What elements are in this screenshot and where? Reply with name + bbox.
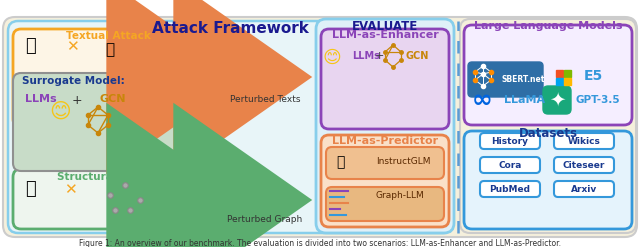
Text: GCN: GCN	[100, 94, 127, 104]
Text: Large Language Models: Large Language Models	[474, 21, 622, 31]
Text: Surrogate Model:: Surrogate Model:	[22, 76, 125, 86]
FancyBboxPatch shape	[554, 157, 614, 173]
Text: EVALUATE: EVALUATE	[352, 20, 418, 33]
FancyBboxPatch shape	[464, 25, 632, 125]
Text: LLaMA: LLaMA	[504, 95, 545, 105]
FancyBboxPatch shape	[13, 29, 203, 127]
FancyBboxPatch shape	[3, 17, 637, 237]
FancyBboxPatch shape	[13, 169, 203, 229]
Text: 🕵: 🕵	[24, 37, 35, 55]
FancyBboxPatch shape	[554, 181, 614, 197]
FancyBboxPatch shape	[460, 19, 636, 233]
Text: +: +	[72, 94, 83, 107]
FancyBboxPatch shape	[480, 133, 540, 149]
Text: Citeseer: Citeseer	[563, 161, 605, 169]
Text: InstructGLM: InstructGLM	[376, 157, 431, 165]
Text: ∞: ∞	[472, 88, 493, 112]
Text: Structural Attack: Structural Attack	[57, 172, 159, 182]
FancyBboxPatch shape	[13, 73, 203, 171]
Text: 📄: 📄	[106, 42, 115, 57]
Text: LLM-as-Enhancer: LLM-as-Enhancer	[332, 30, 438, 40]
Text: Arxiv: Arxiv	[571, 185, 597, 193]
FancyBboxPatch shape	[480, 157, 540, 173]
Text: Perturbed Graph: Perturbed Graph	[227, 215, 303, 224]
Bar	[564, 70, 571, 77]
Text: LLMs: LLMs	[25, 94, 56, 104]
Text: ✦: ✦	[549, 90, 565, 109]
Text: Datasets: Datasets	[518, 127, 577, 140]
Text: Graph-LLM: Graph-LLM	[376, 191, 425, 201]
Text: GPT-3.5: GPT-3.5	[575, 95, 620, 105]
FancyBboxPatch shape	[464, 131, 632, 229]
Text: Perturbed Texts: Perturbed Texts	[230, 95, 300, 104]
Text: PubMed: PubMed	[490, 185, 531, 193]
Text: LLMs: LLMs	[352, 51, 380, 61]
Text: Textual Attack: Textual Attack	[65, 31, 150, 41]
Text: SBERT.net: SBERT.net	[502, 75, 545, 83]
Bar	[556, 70, 563, 77]
FancyBboxPatch shape	[326, 147, 444, 179]
Text: GCN: GCN	[405, 51, 428, 61]
Bar	[564, 78, 571, 85]
Text: Figure 1: An overview of our benchmark. The evaluation is divided into two scena: Figure 1: An overview of our benchmark. …	[79, 239, 561, 247]
Text: LLM-as-Predictor: LLM-as-Predictor	[332, 136, 438, 146]
Text: 🌿: 🌿	[336, 155, 344, 169]
Text: E5: E5	[584, 69, 604, 83]
Text: ✕: ✕	[63, 182, 76, 197]
Text: +: +	[375, 51, 385, 61]
Polygon shape	[252, 62, 278, 92]
FancyBboxPatch shape	[8, 21, 453, 233]
FancyBboxPatch shape	[543, 86, 571, 114]
Text: History: History	[492, 137, 529, 145]
Text: 🕵: 🕵	[24, 180, 35, 198]
FancyBboxPatch shape	[316, 19, 454, 233]
Text: Wikics: Wikics	[568, 137, 600, 145]
Text: 😊: 😊	[323, 49, 341, 67]
FancyBboxPatch shape	[468, 62, 543, 97]
FancyBboxPatch shape	[554, 133, 614, 149]
FancyBboxPatch shape	[321, 29, 449, 129]
FancyBboxPatch shape	[321, 135, 449, 227]
Bar	[556, 78, 563, 85]
FancyBboxPatch shape	[480, 181, 540, 197]
Text: 😊: 😊	[49, 102, 71, 122]
Text: Attack Framework: Attack Framework	[152, 21, 308, 36]
Text: ✕: ✕	[66, 39, 78, 54]
FancyBboxPatch shape	[326, 187, 444, 221]
Text: Cora: Cora	[499, 161, 522, 169]
